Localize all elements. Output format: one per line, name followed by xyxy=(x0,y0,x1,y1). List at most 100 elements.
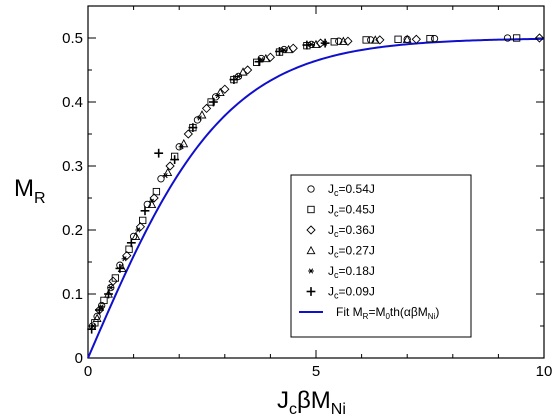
data-point xyxy=(315,38,326,48)
data-point xyxy=(338,36,348,45)
data-point xyxy=(288,43,298,53)
data-point xyxy=(157,175,165,183)
legend-marker xyxy=(308,268,314,274)
data-point xyxy=(235,73,242,80)
data-point xyxy=(335,37,343,45)
y-tick-label: 0 xyxy=(75,350,83,367)
legend-marker xyxy=(306,245,316,255)
legend-entry: Jc=0.45J xyxy=(328,203,375,219)
y-tick-label: 0.5 xyxy=(62,30,83,47)
fit-curve xyxy=(87,37,545,359)
data-point xyxy=(131,231,141,241)
series-plus xyxy=(87,38,330,334)
data-point xyxy=(125,245,133,253)
data-point xyxy=(104,289,113,299)
legend-marker xyxy=(306,225,316,235)
y-tick-label: 0.1 xyxy=(62,286,83,303)
legend-marker xyxy=(307,205,315,214)
data-point xyxy=(165,161,175,171)
data-point xyxy=(534,33,545,43)
data-point xyxy=(147,199,157,209)
legend-entry: Jc=0.09J xyxy=(328,285,375,301)
tick-labels: 0 5 10 0 0.1 0.2 0.3 0.4 0.5 xyxy=(62,30,552,380)
data-point xyxy=(362,36,370,44)
data-point xyxy=(148,198,155,204)
data-point xyxy=(135,222,146,232)
data-point xyxy=(375,35,385,45)
data-point xyxy=(220,84,230,94)
data-point xyxy=(330,38,338,46)
data-point xyxy=(430,34,439,43)
legend: Jc=0.54J Jc=0.45J Jc=0.36J Jc=0.27J Jc=0.18J… xyxy=(290,174,472,338)
data-point xyxy=(426,34,434,43)
data-point xyxy=(411,34,421,44)
data-point xyxy=(149,193,159,203)
data-point xyxy=(140,206,150,216)
legend-entry: Jc=0.54J xyxy=(328,182,375,198)
data-point xyxy=(100,296,108,305)
y-tick-label: 0.3 xyxy=(62,158,83,175)
data-point xyxy=(139,216,147,225)
data-point xyxy=(242,65,253,75)
data-point xyxy=(87,324,97,334)
data-point xyxy=(280,45,288,54)
data-point xyxy=(115,264,125,273)
data-point xyxy=(394,35,402,43)
data-point xyxy=(135,227,142,233)
data-points xyxy=(87,33,545,334)
data-point xyxy=(209,97,218,107)
legend-marker xyxy=(306,287,316,296)
legend-box xyxy=(290,174,472,338)
data-point xyxy=(143,200,151,209)
x-tick-label: 10 xyxy=(536,363,553,380)
data-point xyxy=(229,75,239,84)
data-point xyxy=(92,313,102,322)
data-point xyxy=(201,103,212,114)
data-point xyxy=(122,250,132,261)
data-point xyxy=(111,274,120,282)
data-point xyxy=(196,115,203,121)
data-point xyxy=(503,34,512,42)
data-point xyxy=(95,305,104,315)
data-point xyxy=(343,36,353,46)
data-point xyxy=(265,52,276,62)
data-point xyxy=(261,53,271,63)
x-tick-label: 0 xyxy=(84,363,92,380)
data-point xyxy=(302,40,312,50)
y-axis-title: MR xyxy=(14,175,46,207)
data-point xyxy=(370,35,380,44)
data-point xyxy=(152,187,161,196)
data-point xyxy=(107,284,114,291)
data-point xyxy=(512,34,521,42)
data-point xyxy=(121,256,128,262)
data-point xyxy=(402,34,412,43)
data-point xyxy=(238,67,248,76)
data-point xyxy=(126,238,136,248)
data-point xyxy=(107,283,115,292)
series-circle xyxy=(88,34,512,330)
data-point xyxy=(284,44,294,54)
data-point xyxy=(215,92,221,99)
series-diamond xyxy=(94,33,545,315)
data-point xyxy=(170,155,180,164)
data-point xyxy=(320,38,330,48)
data-point xyxy=(162,172,169,179)
legend-entry: Jc=0.36J xyxy=(328,223,375,239)
legend-entry: Jc=0.27J xyxy=(328,244,375,260)
data-point xyxy=(275,47,284,56)
data-point xyxy=(254,57,264,67)
legend-marker xyxy=(307,185,315,193)
x-tick-label: 5 xyxy=(312,363,320,380)
fit-layer xyxy=(87,37,545,359)
data-point xyxy=(108,276,118,286)
data-point xyxy=(154,148,164,158)
legend-entry: Jc=0.18J xyxy=(328,264,375,280)
y-tick-label: 0.4 xyxy=(62,94,83,111)
x-axis-title: JcβMNi xyxy=(277,387,346,418)
data-point xyxy=(183,129,193,139)
data-point xyxy=(178,144,185,150)
y-tick-label: 0.2 xyxy=(62,222,83,239)
legend-fit-entry: Fit MR=M0th(αβMNi) xyxy=(336,305,439,321)
data-point xyxy=(367,36,375,44)
